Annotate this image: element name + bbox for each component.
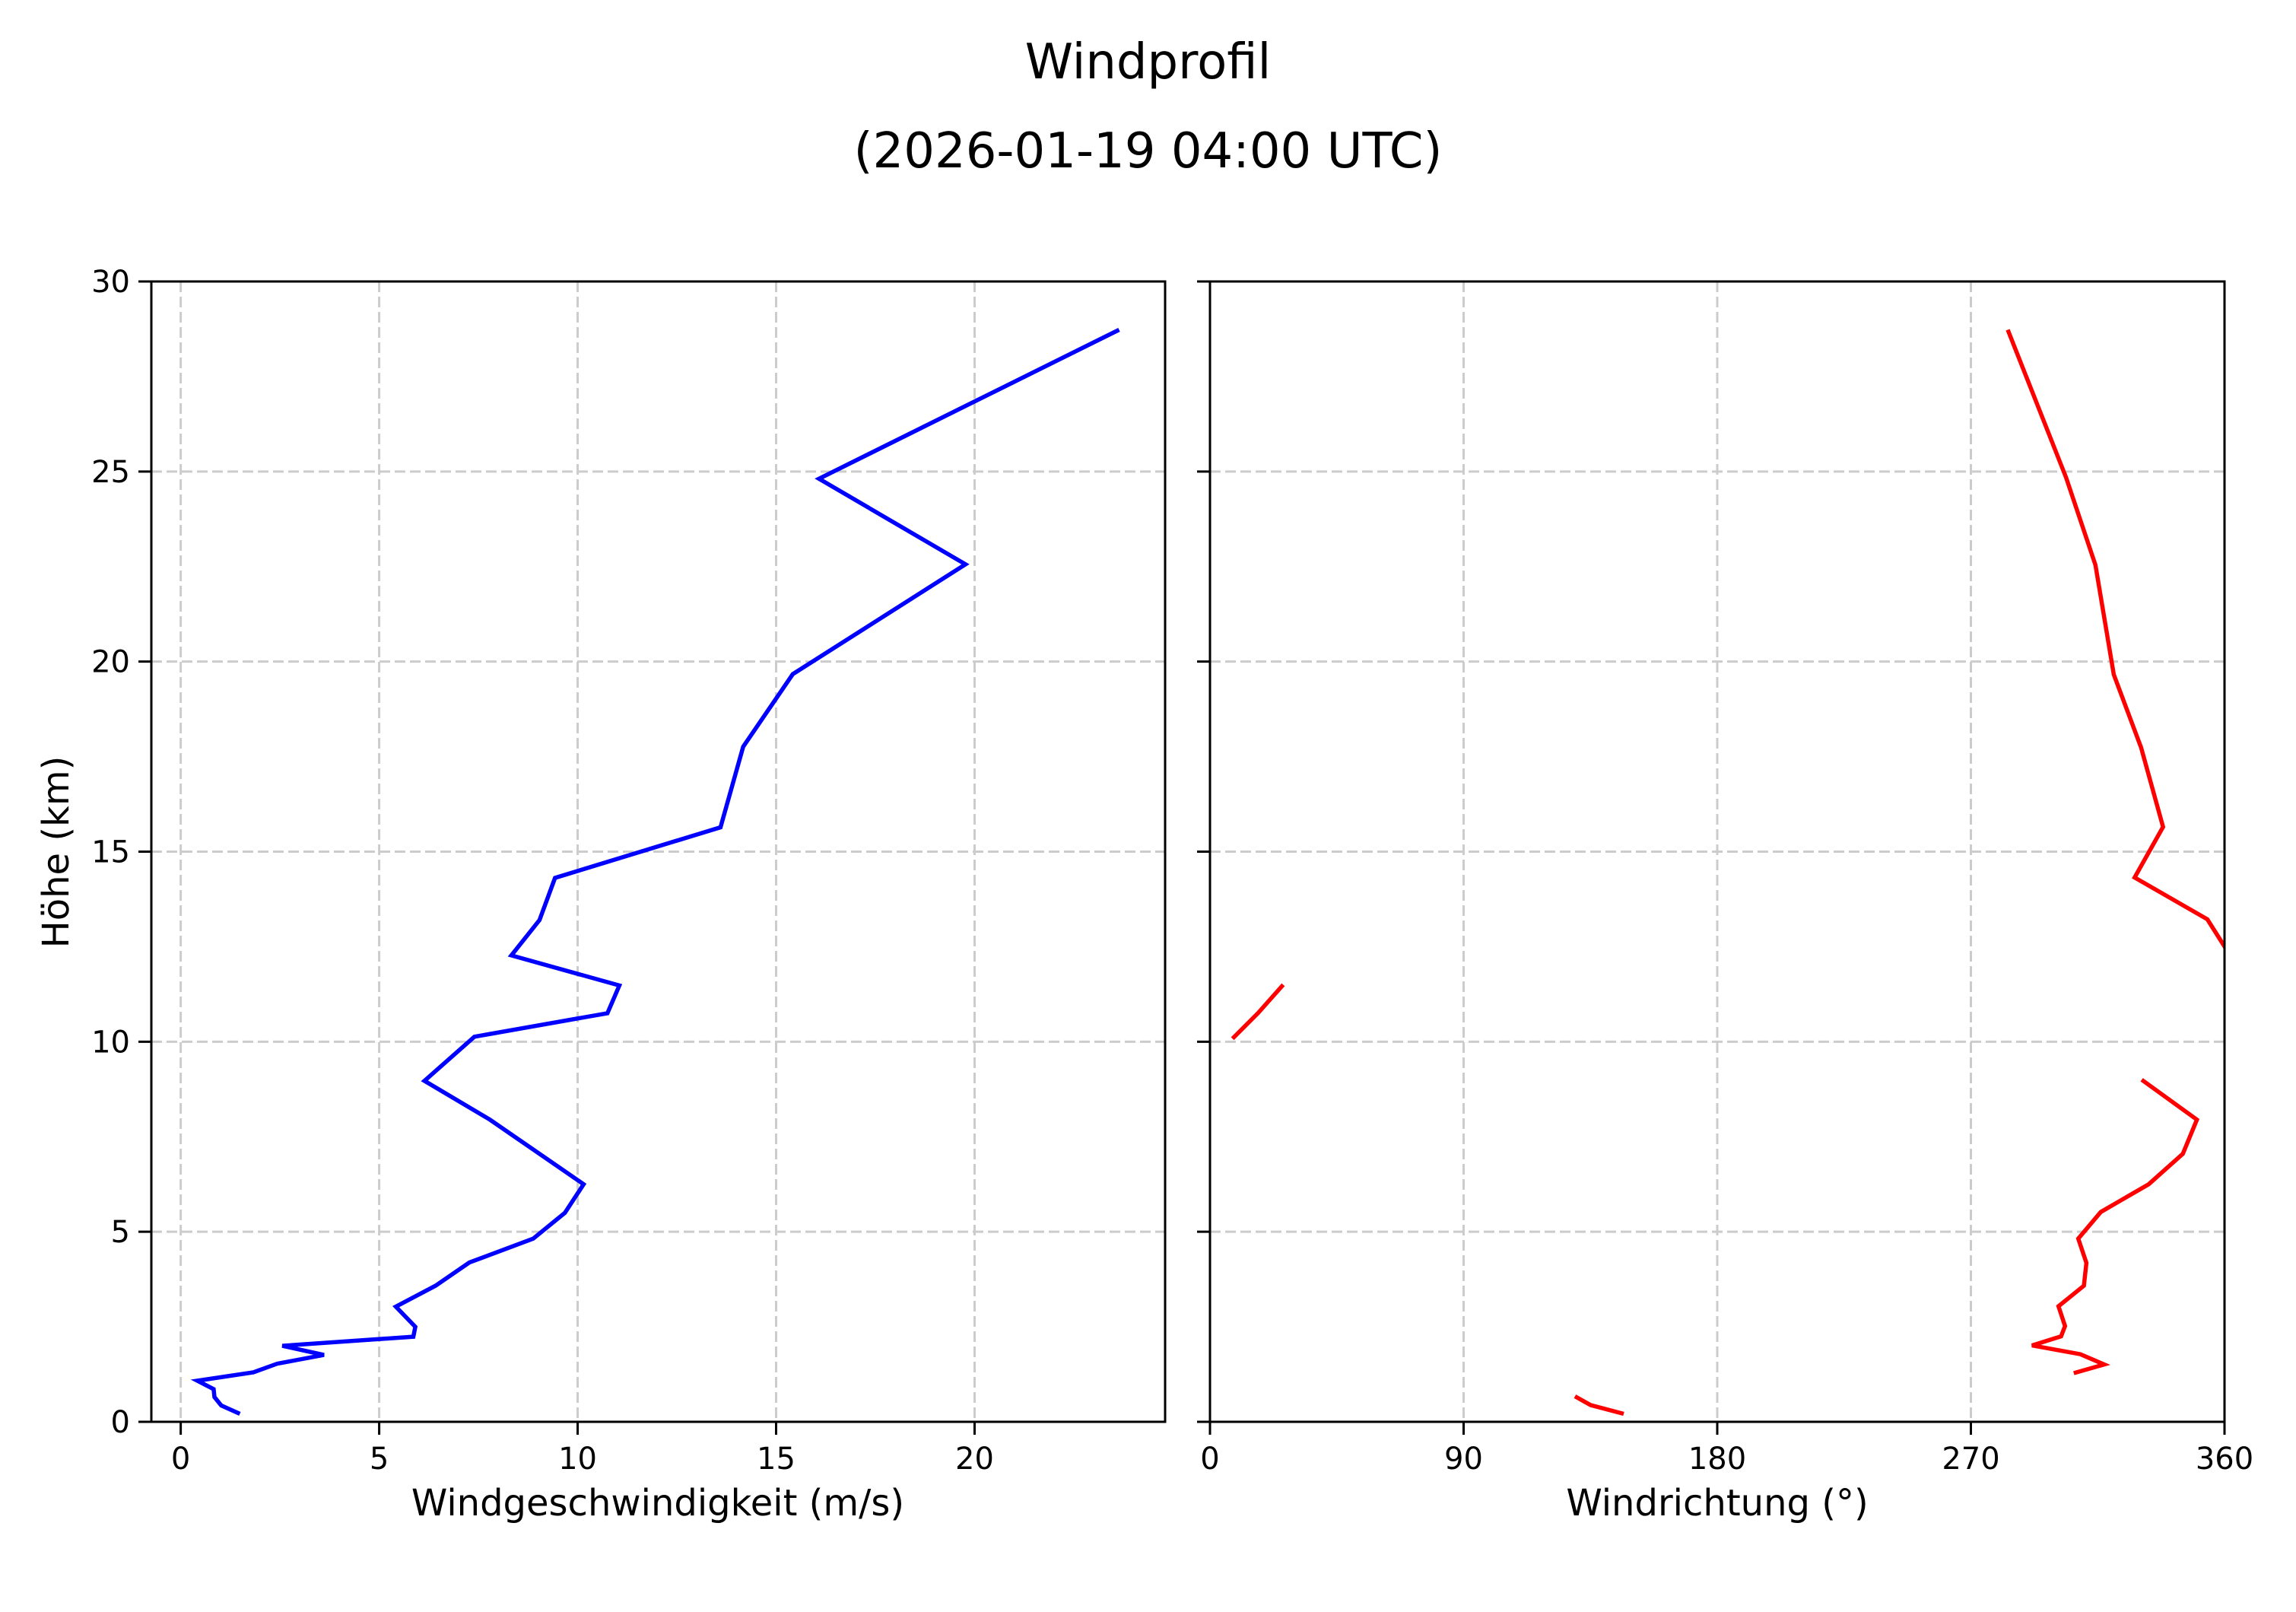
speed-panel: 0 5 10 15 20 0 5 10 15 20 25 30 Windgeschwindigkeit… [35,265,1167,1525]
wind-direction-line [2005,329,2225,951]
x-tick-label: 15 [757,1442,796,1477]
speed-axes-frame [150,280,1167,1423]
x-tick-label: 180 [1688,1442,1746,1477]
y-tick-label: 10 [91,1025,130,1060]
wind-direction-line [1574,1394,1624,1416]
x-tick-label: 5 [370,1442,389,1477]
speed-grid [151,281,1165,1422]
wind-speed-line [190,328,1120,1416]
figure-title: Windprofil [1024,34,1272,91]
x-tick-label: 0 [171,1442,190,1477]
x-tick-label: 20 [955,1442,994,1477]
y-tick-label: 20 [91,645,130,680]
speed-ticks: 0 5 10 15 20 0 5 10 15 20 25 30 [91,265,994,1477]
x-tick-label: 10 [558,1442,597,1477]
y-tick-label: 15 [91,835,130,870]
y-tick-label: 0 [111,1405,130,1440]
x-tick-label: 90 [1444,1442,1483,1477]
x-tick-label: 270 [1942,1442,1999,1477]
y-tick-label: 25 [91,455,130,490]
direction-panel: 0 90 180 270 360 Windrichtung (°) [1197,280,2253,1525]
wind-direction-line [2031,1078,2200,1375]
speed-line-series [190,328,1120,1416]
direction-ticks: 0 90 180 270 360 [1197,280,2253,1477]
height-y-axis-label: Höhe (km) [35,756,78,949]
direction-x-axis-label: Windrichtung (°) [1566,1482,1868,1525]
x-tick-label: 0 [1200,1442,1219,1477]
figure-subtitle-timestamp: (2026-01-19 04:00 UTC) [853,123,1443,180]
direction-axes-frame [1208,280,2226,1423]
x-tick-label: 360 [2196,1442,2253,1477]
direction-grid [1208,281,2226,1422]
direction-line-series [1231,329,2225,1416]
wind-direction-line [1231,983,1285,1041]
y-tick-label: 5 [111,1215,130,1250]
speed-x-axis-label: Windgeschwindigkeit (m/s) [411,1482,904,1525]
y-tick-label: 30 [91,265,130,300]
